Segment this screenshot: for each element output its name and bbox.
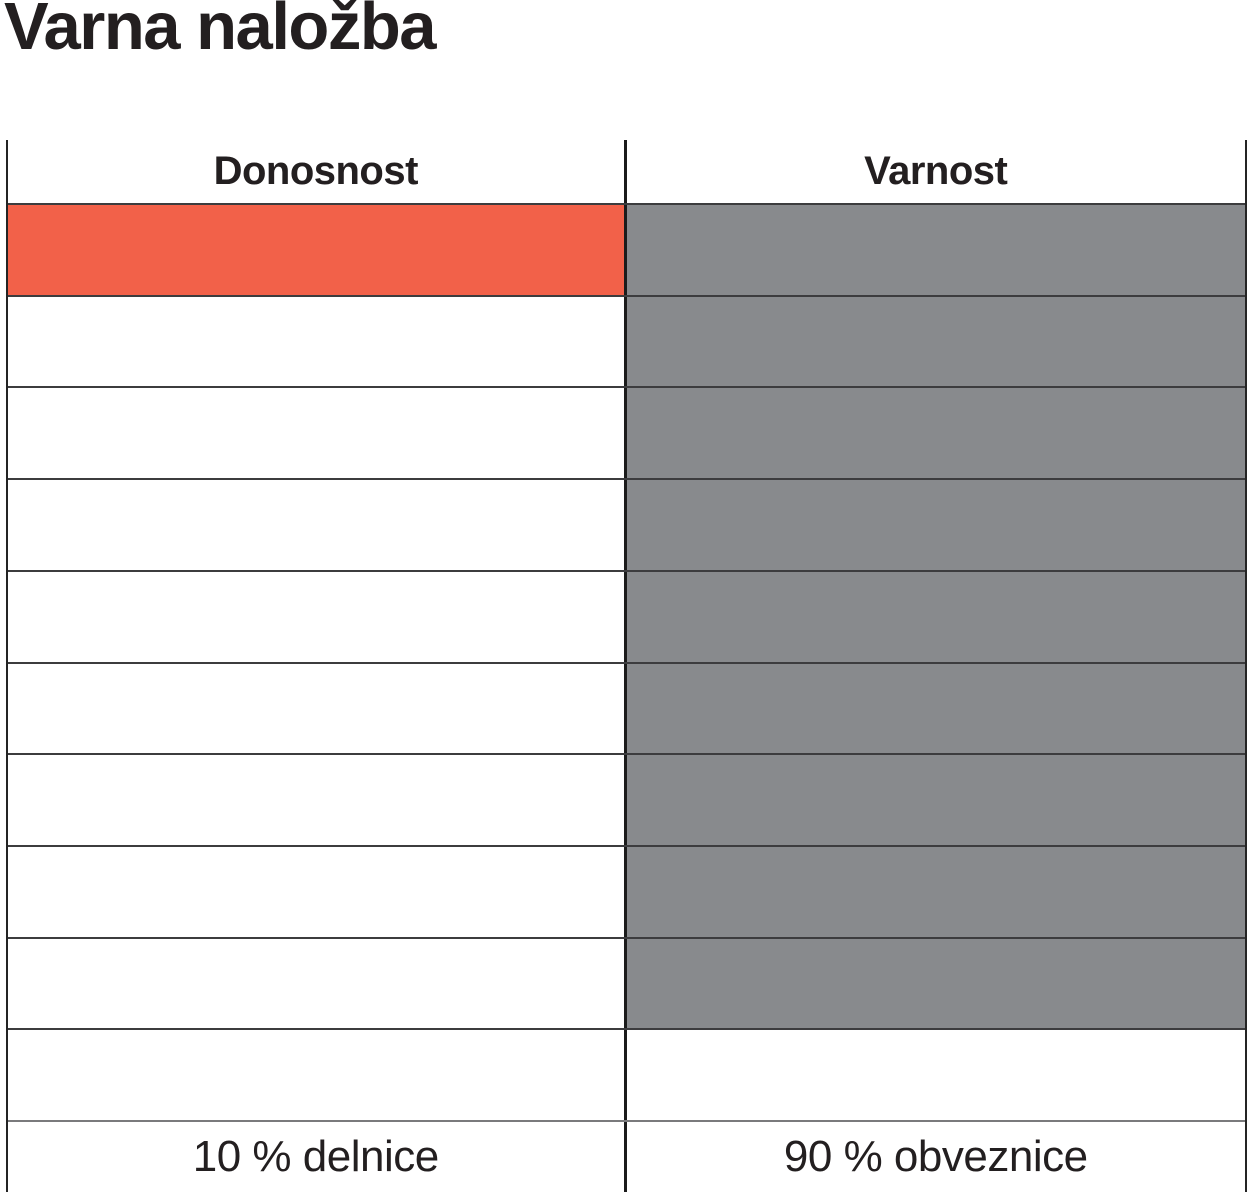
table-row [8, 1028, 1246, 1121]
cell-varnost-row-10 [627, 1030, 1246, 1120]
cell-donosnost-row-3 [8, 388, 627, 479]
table-row [8, 661, 1245, 754]
table-row [8, 478, 1245, 570]
page-title: Varna naložba [4, 0, 437, 64]
table-body [8, 203, 1246, 1121]
cell-donosnost-row-5 [8, 571, 627, 662]
table-row [8, 753, 1245, 845]
cell-donosnost-row-10 [8, 1030, 627, 1121]
cell-varnost-row-6 [626, 663, 1245, 754]
cell-varnost-row-9 [626, 938, 1245, 1029]
cell-donosnost-row-6 [8, 663, 627, 754]
label-delnice: 10 % delnice [8, 1122, 627, 1192]
label-obveznice: 90 % obveznice [783, 1132, 1088, 1181]
cell-varnost-row-7 [626, 755, 1245, 845]
allocation-table: Donosnost Varnost 10 % delnice 90 % obve… [6, 140, 1247, 1192]
table-header-row: Donosnost Varnost [8, 140, 1245, 203]
cell-varnost-row-3 [626, 388, 1245, 479]
cell-donosnost-row-8 [8, 846, 627, 937]
table-row [8, 569, 1245, 662]
cell-varnost-row-2 [626, 296, 1245, 387]
table-row [8, 936, 1245, 1029]
table-row [8, 294, 1245, 387]
cell-varnost-row-4 [626, 480, 1245, 570]
cell-donosnost-row-1 [8, 205, 627, 295]
table-row [8, 844, 1245, 937]
cell-donosnost-row-2 [8, 296, 627, 387]
cell-varnost-row-8 [626, 846, 1245, 937]
column-header-donosnost: Donosnost [8, 140, 627, 203]
cell-donosnost-row-4 [8, 480, 627, 570]
cell-varnost-row-1 [626, 205, 1245, 295]
cell-donosnost-row-7 [8, 755, 627, 845]
table-row [8, 386, 1245, 479]
table-footer-row: 10 % delnice 90 % obveznice [8, 1120, 1245, 1192]
table-row [8, 203, 1245, 295]
column-header-varnost: Varnost [864, 149, 1008, 193]
cell-donosnost-row-9 [8, 938, 627, 1029]
cell-varnost-row-5 [626, 571, 1245, 662]
